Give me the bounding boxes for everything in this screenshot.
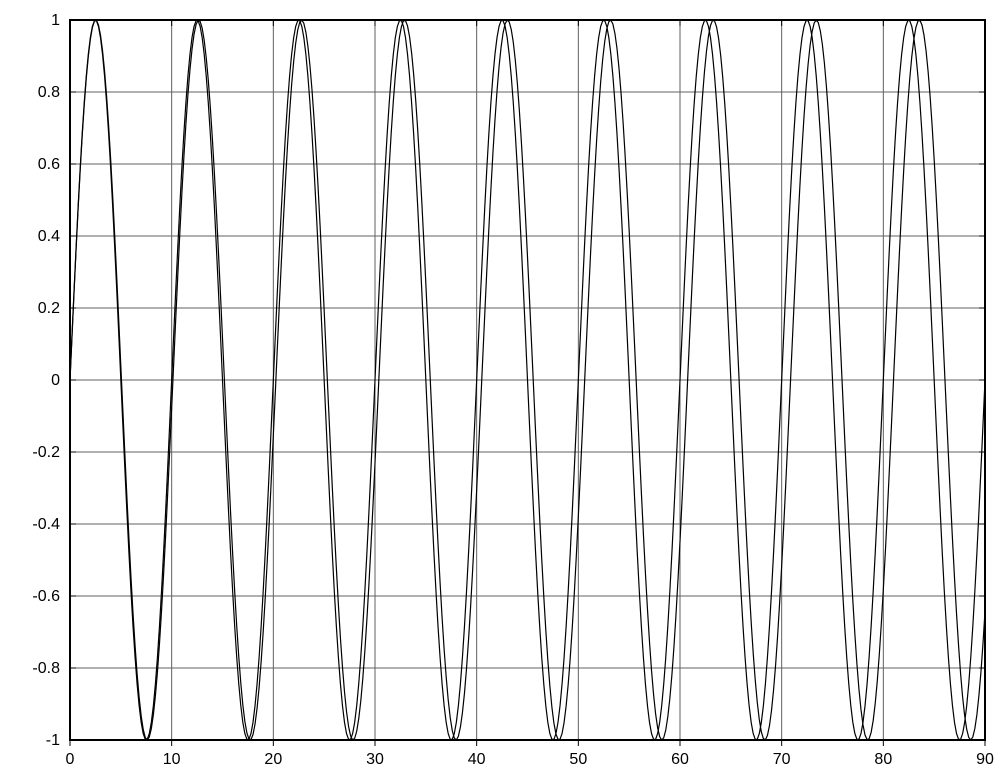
y-tick-label: -1 [46,732,60,749]
x-tick-label: 60 [671,751,689,768]
chart-svg: 0 10 20 30 40 50 60 70 80 90 -1 -0.8 -0.6 -0.4 -0.2 0 0.… [0,0,1000,781]
x-tick-label: 30 [366,751,384,768]
x-tick-label: 0 [66,751,75,768]
y-tick-label: 0.6 [38,156,60,173]
y-tick-label: 1 [51,12,60,29]
y-tick-label: -0.6 [32,588,60,605]
y-tick-label: -0.4 [32,516,60,533]
y-tick-label: 0.2 [38,300,60,317]
y-tick-label: 0.4 [38,228,60,245]
x-tick-label: 10 [163,751,181,768]
x-tick-label: 50 [569,751,587,768]
x-tick-label: 80 [874,751,892,768]
chart-container: 0 10 20 30 40 50 60 70 80 90 -1 -0.8 -0.6 -0.4 -0.2 0 0.… [0,0,1000,781]
y-tick-label: -0.8 [32,660,60,677]
x-tick-label: 90 [976,751,994,768]
x-tick-label: 40 [468,751,486,768]
x-tick-label: 70 [773,751,791,768]
y-tick-label: 0.8 [38,84,60,101]
x-tick-label: 20 [264,751,282,768]
y-tick-label: -0.2 [32,444,60,461]
y-tick-label: 0 [51,372,60,389]
